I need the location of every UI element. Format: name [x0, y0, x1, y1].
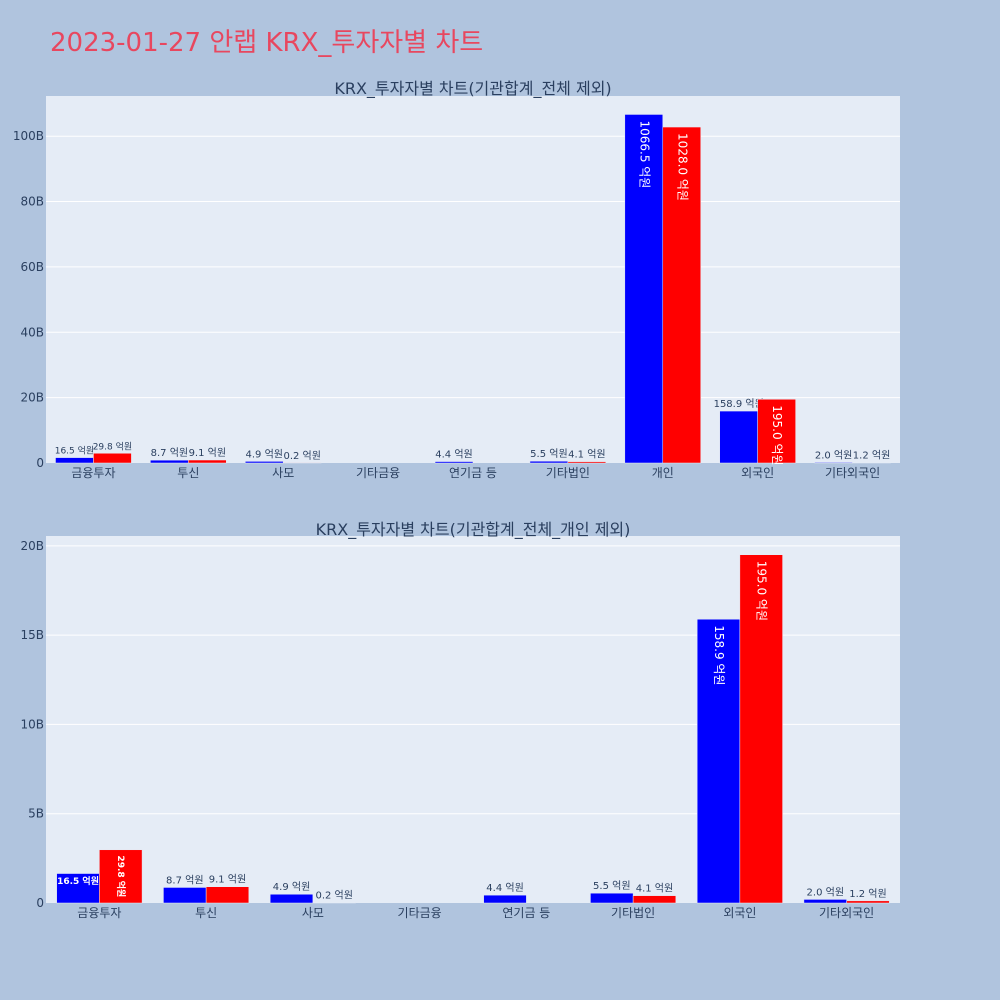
data-label: 1066.5 억원	[637, 120, 651, 188]
data-label: 2.0 억원	[815, 449, 852, 461]
data-label: 158.9 억원	[714, 398, 764, 410]
data-label: 1028.0 억원	[675, 133, 689, 201]
bar	[632, 895, 677, 904]
y-tick-label: 80B	[20, 195, 44, 209]
data-label: 8.7 억원	[151, 447, 188, 459]
y-tick-label: 0	[36, 456, 44, 470]
x-tick-label: 기타외국인	[819, 906, 874, 920]
bar	[757, 399, 796, 464]
bar	[245, 461, 284, 464]
data-label: 4.4 억원	[486, 882, 523, 894]
chart-title: KRX_투자자별 차트(기관합계_전체_개인 제외)	[316, 520, 631, 540]
y-tick-label: 20B	[20, 391, 44, 405]
y-tick-label: 10B	[20, 717, 44, 731]
bar	[529, 460, 569, 464]
bar	[846, 900, 890, 904]
data-label: 0.2 억원	[315, 890, 352, 902]
data-label: 4.1 억원	[636, 883, 673, 895]
data-label: 9.1 억원	[189, 447, 226, 459]
bar	[696, 618, 741, 904]
bar	[739, 554, 783, 904]
data-label: 9.1 억원	[209, 874, 246, 886]
x-tick-label: 기타금융	[356, 466, 400, 480]
bar	[205, 886, 250, 904]
x-tick-label: 기타법인	[611, 906, 655, 920]
bar	[93, 453, 132, 464]
x-tick-label: 사모	[272, 466, 294, 480]
bar	[719, 410, 758, 464]
x-tick-label: 금융투자	[77, 906, 121, 920]
data-label: 8.7 억원	[166, 874, 203, 886]
data-label: 1.2 억원	[853, 450, 890, 462]
data-label: 0.2 억원	[283, 450, 320, 462]
data-label: 195.0 억원	[770, 405, 784, 465]
x-tick-label: 개인	[652, 466, 674, 480]
x-tick-label: 금융투자	[71, 466, 115, 480]
bar	[590, 892, 634, 904]
x-tick-label: 연기금 등	[449, 466, 497, 480]
x-tick-label: 투신	[177, 466, 199, 480]
y-tick-label: 40B	[20, 325, 44, 339]
y-tick-label: 5B	[28, 807, 44, 821]
x-tick-label: 기타금융	[398, 906, 442, 920]
bar	[55, 457, 94, 464]
data-label: 16.5 억원	[57, 875, 99, 887]
x-tick-label: 외국인	[741, 466, 774, 480]
data-label: 5.5 억원	[593, 880, 630, 892]
bar	[99, 849, 143, 904]
x-tick-label: 기타외국인	[825, 466, 880, 480]
data-label: 195.0 억원	[755, 561, 769, 621]
data-label: 2.0 억원	[807, 886, 844, 898]
bar	[483, 894, 527, 904]
data-label: 5.5 억원	[530, 448, 567, 460]
data-label: 16.5 억원	[55, 445, 94, 457]
data-label: 4.4 억원	[435, 449, 472, 461]
bar	[567, 461, 607, 464]
bar	[814, 462, 853, 464]
data-label: 4.9 억원	[246, 448, 283, 460]
data-label: 29.8 억원	[93, 440, 132, 452]
y-tick-label: 100B	[13, 129, 44, 143]
bar	[150, 459, 189, 464]
chart-title: KRX_투자자별 차트(기관합계_전체 제외)	[334, 79, 611, 99]
data-label: 29.8 억원	[115, 855, 127, 897]
data-label: 4.9 억원	[273, 881, 310, 893]
x-tick-label: 연기금 등	[502, 906, 550, 920]
data-label: 158.9 억원	[712, 625, 726, 685]
data-label: 1.2 억원	[849, 888, 886, 900]
data-label: 4.1 억원	[568, 449, 605, 461]
bar	[269, 893, 314, 904]
bar	[56, 873, 100, 904]
y-tick-label: 0	[36, 896, 44, 910]
x-tick-label: 사모	[302, 906, 324, 920]
y-tick-label: 60B	[20, 260, 44, 274]
bar	[188, 459, 227, 464]
y-tick-label: 20B	[20, 539, 44, 553]
page-title: 2023-01-27 안랩 KRX_투자자별 차트	[50, 28, 484, 58]
x-tick-label: 외국인	[723, 906, 756, 920]
x-tick-label: 투신	[195, 906, 217, 920]
bar	[434, 461, 474, 464]
bar	[803, 899, 847, 904]
bar	[163, 887, 207, 904]
y-tick-label: 15B	[20, 628, 44, 642]
x-tick-label: 기타법인	[546, 466, 590, 480]
bar	[662, 126, 701, 464]
bar	[624, 114, 664, 464]
